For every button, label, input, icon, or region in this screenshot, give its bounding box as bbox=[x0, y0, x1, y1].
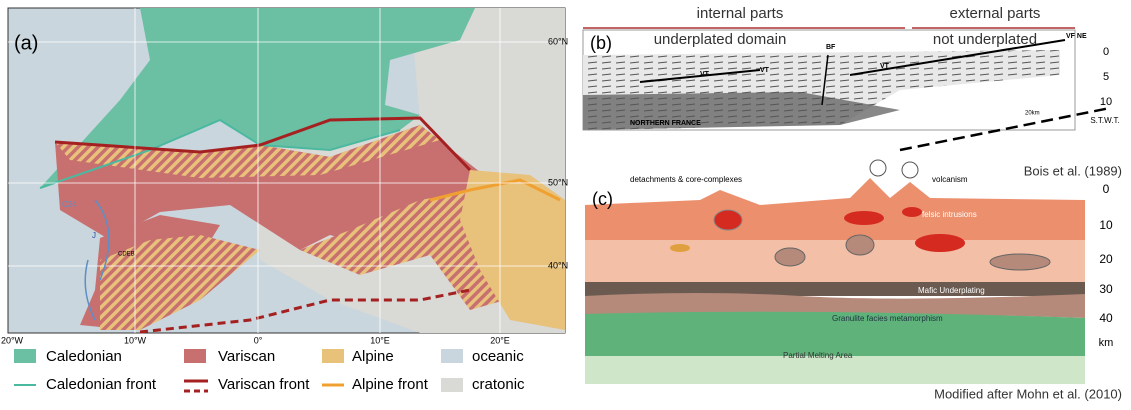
intrusion bbox=[844, 211, 884, 225]
depth-unit: km bbox=[1099, 337, 1114, 349]
legend-label: Caledonian bbox=[46, 348, 122, 365]
depth-tick: 0 bbox=[1103, 182, 1110, 196]
upper-crust bbox=[585, 178, 1085, 240]
depth-tick: 10 bbox=[1099, 218, 1113, 232]
annotation: Mafic Underplating bbox=[918, 286, 985, 295]
depth-tick: 20 bbox=[1099, 252, 1113, 266]
map-text: CDEB bbox=[118, 252, 135, 258]
intrusion bbox=[845, 234, 875, 256]
volcano-plume bbox=[901, 161, 919, 179]
alpine-area bbox=[460, 170, 565, 330]
partial-melting bbox=[585, 356, 1085, 384]
lon-label: 0° bbox=[254, 335, 263, 345]
mafic-underplating bbox=[585, 293, 1085, 318]
panel-label: (b) bbox=[590, 33, 612, 53]
image-text: VF NE bbox=[1066, 33, 1087, 40]
annotation: detachments & core-complexes bbox=[630, 175, 742, 184]
fault bbox=[849, 39, 1066, 76]
depth-tick: 0 bbox=[1103, 46, 1109, 58]
lat-label: 60°N bbox=[548, 36, 568, 46]
panel-label: (c) bbox=[592, 189, 613, 209]
intrusion bbox=[774, 247, 806, 267]
depth-tick: 40 bbox=[1099, 311, 1113, 325]
legend-label: Alpine front bbox=[352, 376, 429, 393]
legend-label: Caledonian front bbox=[46, 376, 157, 393]
panel-c: (c) detachments & core-complexes volcani… bbox=[585, 159, 1122, 401]
header: external parts bbox=[950, 5, 1041, 22]
fault bbox=[821, 54, 829, 106]
caledonian-area bbox=[40, 8, 475, 188]
intrusion bbox=[902, 207, 922, 217]
alpine-hatch bbox=[100, 235, 260, 330]
subheader: not underplated bbox=[933, 31, 1037, 48]
magnetic-anomaly bbox=[84, 199, 110, 321]
lower-crust bbox=[585, 282, 1085, 296]
depth-unit: S.T.W.T. bbox=[1090, 116, 1119, 125]
annotation: Granulite facies metamorphism bbox=[832, 314, 943, 323]
fault bbox=[639, 69, 761, 83]
annotation: Partial Melting Area bbox=[783, 351, 853, 360]
variscan-front bbox=[54, 116, 472, 172]
credit: Modified after Mohn et al. (2010) bbox=[934, 386, 1122, 401]
lat-label: 40°N bbox=[548, 260, 568, 270]
map-text: C34 bbox=[62, 200, 77, 209]
image-text: 20km bbox=[1025, 111, 1040, 117]
panel-label: (a) bbox=[14, 32, 38, 54]
moho bbox=[899, 106, 1111, 152]
image-text: VT bbox=[700, 71, 710, 78]
legend-label: Variscan front bbox=[218, 376, 310, 393]
cratonic-area bbox=[410, 8, 565, 150]
legend-label: Alpine bbox=[352, 348, 394, 365]
legend-label: Variscan bbox=[218, 348, 275, 365]
lat-label: 50°N bbox=[548, 177, 568, 187]
subheader: underplated domain bbox=[654, 31, 787, 48]
annotation: felsic intrusions bbox=[922, 210, 977, 219]
alpine-front bbox=[429, 178, 561, 202]
depth-tick: 30 bbox=[1099, 282, 1113, 296]
intrusion bbox=[989, 253, 1051, 271]
intrusion bbox=[713, 209, 743, 231]
image-text: BF bbox=[826, 44, 836, 51]
annotation: volcanism bbox=[932, 175, 968, 184]
graticule bbox=[8, 8, 565, 333]
seismic-reflective bbox=[583, 92, 900, 130]
map: (a) 60°N 50°N 40°N 20°W 10°W 0° 10°E 20°… bbox=[1, 7, 568, 345]
legend-label: oceanic bbox=[472, 348, 524, 365]
lon-label: 10°W bbox=[124, 335, 147, 345]
depth-tick: 10 bbox=[1100, 96, 1112, 108]
map-text: J bbox=[92, 231, 96, 240]
image-text: VT bbox=[760, 67, 770, 74]
alpine-hatch bbox=[55, 125, 440, 178]
lon-label: 20°W bbox=[1, 335, 24, 345]
image-text: VT bbox=[880, 63, 890, 70]
panel-b: internal parts external parts underplate… bbox=[582, 5, 1122, 178]
header: internal parts bbox=[697, 5, 784, 22]
image-text: NORTHERN FRANCE bbox=[630, 120, 701, 127]
granulite-zone bbox=[585, 311, 1085, 358]
intrusion bbox=[670, 244, 690, 252]
lon-label: 10°E bbox=[370, 335, 390, 345]
credit: Bois et al. (1989) bbox=[1024, 163, 1122, 178]
legend-label: cratonic bbox=[472, 376, 525, 393]
lon-label: 20°E bbox=[490, 335, 510, 345]
volcano-plume bbox=[869, 159, 887, 177]
legend: Caledonian Variscan Alpine oceanic Caled… bbox=[14, 348, 525, 393]
intrusion bbox=[915, 234, 965, 252]
variscan-front-dashed bbox=[139, 288, 471, 334]
caledonian-front bbox=[39, 118, 401, 189]
depth-tick: 5 bbox=[1103, 71, 1109, 83]
